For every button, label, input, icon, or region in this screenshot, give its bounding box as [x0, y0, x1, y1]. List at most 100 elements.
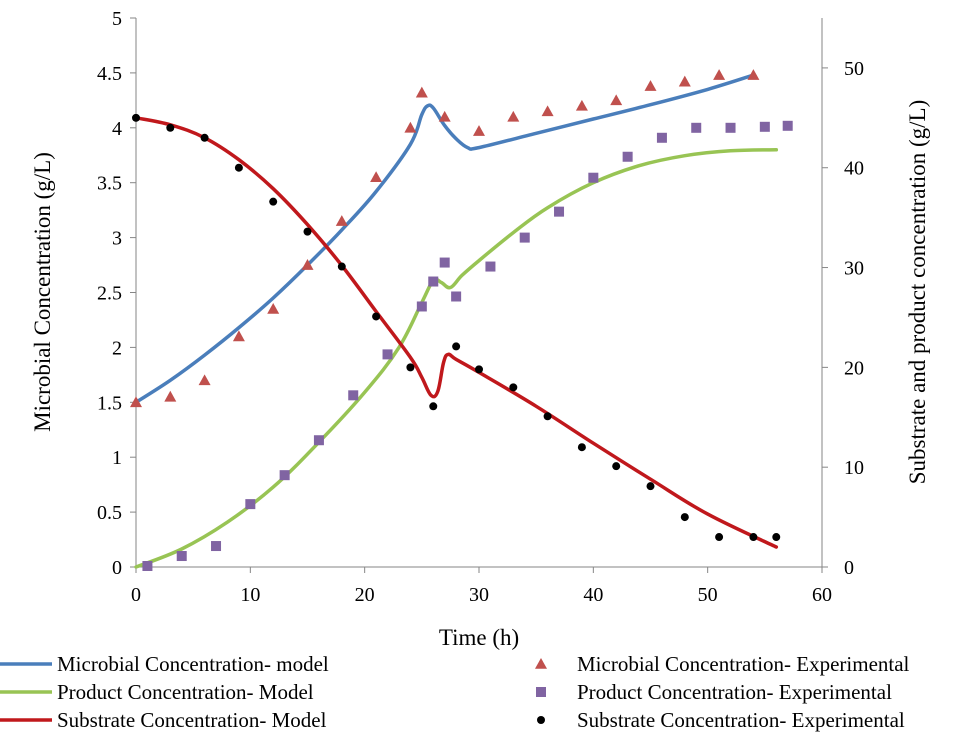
axes — [130, 17, 828, 573]
product-concentration-experimental-point — [142, 561, 153, 572]
x-tick-label: 20 — [355, 584, 375, 606]
substrate-concentration-experimental-point — [543, 412, 552, 421]
product-concentration-experimental-point — [348, 390, 359, 401]
microbial-concentration-experimental-point — [164, 390, 177, 402]
x-tick-label: 40 — [583, 584, 603, 606]
product-concentration-experimental-point — [176, 551, 187, 562]
substrate-concentration-experimental-point — [269, 197, 278, 206]
product-concentration-experimental-point — [782, 120, 793, 131]
y-left-tick-label: 1 — [112, 447, 122, 469]
substrate-concentration-experimental-point — [200, 133, 209, 142]
microbial-concentration-experimental-point — [301, 259, 314, 270]
legend-item: Microbial Concentration- Experimental — [535, 652, 910, 676]
product-concentration-experimental-point — [313, 435, 324, 446]
microbial-concentration-experimental-point — [198, 374, 211, 386]
legend-label: Product Concentration- Model — [57, 680, 314, 704]
product-concentration-experimental-point — [245, 499, 256, 510]
legend-label: Product Concentration- Experimental — [577, 680, 892, 704]
y-left-tick-label: 1.5 — [97, 392, 122, 414]
substrate-concentration-experimental-point — [372, 312, 381, 321]
x-axis-title: Time (h) — [439, 625, 519, 650]
plot-area — [130, 69, 793, 572]
y-right-tick-label: 20 — [844, 357, 864, 379]
substrate-concentration-experimental-point — [772, 533, 781, 542]
y-right-tick-label: 0 — [844, 557, 854, 579]
microbial-concentration-experimental-point — [335, 215, 348, 226]
substrate-concentration-experimental-point — [509, 383, 518, 392]
microbial-concentration-experimental-point — [473, 125, 485, 136]
x-tick-label: 0 — [131, 584, 141, 606]
y-right-tick-label: 30 — [844, 258, 864, 280]
substrate-concentration-experimental-point — [234, 163, 243, 172]
substrate-concentration-experimental-point — [303, 227, 312, 236]
product-concentration-experimental-point — [451, 291, 462, 302]
microbial-concentration-experimental-point — [507, 110, 520, 122]
microbial-concentration-experimental-point — [713, 69, 726, 80]
substrate-concentration-experimental-point — [646, 482, 655, 491]
microbial-concentration-experimental-point — [370, 171, 383, 183]
y-right-tick-label: 50 — [844, 58, 864, 80]
product-concentration-experimental-point — [428, 276, 439, 287]
y-right-tick-label: 10 — [844, 457, 864, 479]
y-left-tick-label: 4 — [112, 118, 122, 140]
y-right-tick-label: 40 — [844, 158, 864, 180]
microbial-concentration-experimental-point — [747, 69, 760, 80]
y-axis-right-title: Substrate and product concentration (g/L… — [905, 100, 930, 485]
x-tick-label: 10 — [240, 584, 260, 606]
y-left-tick-label: 5 — [112, 8, 122, 30]
product-concentration-experimental-point — [554, 206, 565, 217]
product-concentration-experimental-point — [656, 132, 667, 143]
microbial-concentration-experimental-point — [267, 302, 280, 314]
product-concentration-experimental-point — [211, 541, 222, 552]
legend-item: Substrate Concentration- Experimental — [537, 708, 905, 732]
y-axis-left-title: Microbial Concentration (g/L) — [30, 152, 55, 432]
x-tick-label: 50 — [698, 584, 718, 606]
substrate-concentration-experimental-point — [337, 262, 346, 271]
microbial-concentration-experimental-point — [415, 86, 428, 98]
legend-item: Substrate Concentration- Model — [0, 708, 327, 732]
legend-item: Product Concentration- Model — [0, 680, 314, 704]
legend-item: Product Concentration- Experimental — [536, 680, 892, 704]
y-left-tick-label: 4.5 — [97, 63, 122, 85]
microbial-concentration-experimental-point — [130, 396, 142, 408]
product-concentration-experimental-point — [725, 122, 736, 133]
y-left-tick-label: 3 — [112, 228, 122, 250]
substrate-concentration-model-line — [134, 116, 779, 549]
microbial-concentration-experimental-point — [404, 121, 417, 133]
product-concentration-experimental-point — [588, 172, 599, 183]
legend-label: Substrate Concentration- Model — [57, 708, 327, 732]
microbial-concentration-experimental-point — [644, 80, 657, 91]
y-left-tick-label: 3.5 — [97, 173, 122, 195]
microbial-concentration-model-line — [134, 73, 756, 405]
substrate-concentration-experimental-point — [166, 123, 175, 132]
y-left-tick-label: 2.5 — [97, 283, 122, 305]
product-concentration-model-line — [134, 148, 779, 569]
microbial-concentration-experimental-point — [232, 330, 245, 342]
substrate-concentration-experimental-point — [406, 363, 415, 372]
y-left-tick-label: 0.5 — [97, 502, 122, 524]
product-concentration-experimental-point — [691, 122, 702, 133]
tick-labels: 0 10 20 30 40 50 6000.511.522.533.544.55010203… — [97, 8, 864, 606]
substrate-concentration-experimental-point — [475, 365, 483, 374]
legend-label: Substrate Concentration- Experimental — [577, 708, 905, 732]
legend: Microbial Concentration- model Product Co… — [0, 652, 910, 732]
substrate-concentration-experimental-point — [749, 533, 758, 542]
microbial-concentration-experimental-point — [610, 94, 623, 106]
legend-label: Microbial Concentration- Experimental — [577, 652, 910, 676]
x-tick-label: 30 — [469, 584, 489, 606]
legend-marker-swatch — [535, 658, 547, 669]
legend-item: Microbial Concentration- model — [0, 652, 329, 676]
microbial-concentration-experimental-point — [541, 105, 554, 117]
legend-label: Microbial Concentration- model — [57, 652, 329, 676]
product-concentration-experimental-point — [439, 257, 450, 268]
substrate-concentration-experimental-point — [715, 533, 724, 542]
y-left-tick-label: 0 — [112, 557, 122, 579]
legend-marker-swatch — [537, 716, 545, 724]
substrate-concentration-experimental-point — [680, 513, 689, 522]
microbial-concentration-experimental-point — [575, 99, 588, 111]
substrate-concentration-experimental-point — [452, 342, 461, 351]
legend-marker-swatch — [536, 687, 546, 697]
product-concentration-experimental-point — [622, 151, 633, 162]
substrate-concentration-experimental-point — [577, 443, 586, 452]
